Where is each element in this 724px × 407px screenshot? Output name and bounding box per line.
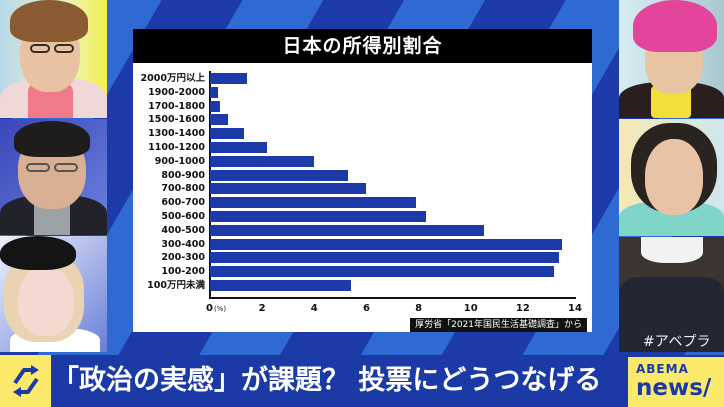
x-tick-label: 4 — [310, 303, 318, 314]
y-axis — [209, 71, 211, 299]
x-tick-label: 12 — [515, 303, 530, 314]
bar-row: 1700-1800 — [148, 100, 221, 112]
bar — [210, 280, 351, 291]
bar-row: 500-600 — [161, 211, 427, 222]
panelist-video-3 — [0, 236, 107, 352]
bar-row: 900-1000 — [155, 155, 315, 167]
x-tick-label: 14 — [568, 303, 582, 314]
bar-row: 300-400 — [161, 238, 562, 250]
bar-row: 1300-1400 — [148, 128, 244, 140]
panelist-video-4 — [619, 0, 724, 118]
category-label: 1700-1800 — [148, 100, 205, 112]
source-note: 厚労省「2021年国民生活基礎調査」から — [410, 318, 587, 332]
bar — [210, 266, 555, 278]
bar — [210, 197, 416, 209]
caption-icon-box — [0, 355, 51, 407]
bar — [210, 114, 229, 126]
panelist-video-6 — [619, 237, 724, 352]
bar — [210, 238, 562, 250]
bar-row: 800-900 — [161, 169, 349, 181]
category-label: 500-600 — [161, 211, 205, 222]
panelist-video-5 — [619, 119, 724, 236]
caption-headline: 「政治の実感」が課題？ 投票にどうつなげる — [52, 365, 602, 396]
bar — [210, 73, 247, 84]
category-label: 100-200 — [161, 266, 205, 278]
bar-row: 1500-1600 — [148, 114, 229, 126]
bar — [210, 211, 427, 222]
category-label: 100万円未満 — [147, 280, 205, 291]
x-axis — [209, 297, 576, 299]
bar-row: 700-800 — [161, 183, 367, 195]
category-label: 1900-2000 — [148, 86, 205, 98]
bar — [210, 252, 560, 264]
abema-news-logo: ABEMA news/ — [628, 357, 724, 407]
left-panelists — [0, 0, 107, 352]
bar-row: 100-200 — [161, 266, 555, 278]
category-label: 400-500 — [161, 224, 205, 236]
category-label: 1100-1200 — [148, 142, 205, 153]
bar — [210, 155, 315, 167]
bar-row: 1900-2000 — [148, 86, 218, 98]
chart-title: 日本の所得別割合 — [133, 29, 592, 63]
category-label: 600-700 — [161, 197, 205, 209]
bar — [210, 100, 221, 112]
right-panelists — [619, 0, 724, 352]
x-unit-label: (%) — [213, 305, 227, 313]
x-tick-label: 8 — [415, 303, 423, 314]
bar — [210, 169, 349, 181]
bar-row: 200-300 — [161, 252, 560, 264]
refresh-cycle-icon — [12, 365, 39, 397]
category-label: 2000万円以上 — [140, 73, 205, 84]
bar-row: 2000万円以上 — [141, 73, 247, 84]
bar — [210, 183, 367, 195]
bar-plot-area: 2000万円以上 1900-2000 1700-1800 1500-1600 1300-… — [141, 71, 589, 314]
category-label: 900-1000 — [154, 155, 205, 167]
logo-abema: ABEMA — [636, 362, 689, 376]
bar — [210, 224, 484, 236]
chart-panel: 日本の所得別割合 2000万円以上 1900-2000 1700-1800 1500-… — [133, 29, 592, 332]
bar — [210, 142, 268, 153]
panelist-video-1 — [0, 0, 107, 118]
logo-news: news/ — [636, 375, 712, 401]
x-tick-label: 2 — [258, 303, 266, 314]
x-tick-label: 0(%) — [206, 303, 227, 314]
bar — [210, 128, 244, 140]
category-label: 200-300 — [161, 252, 205, 264]
bar-row: 600-700 — [161, 197, 416, 209]
category-label: 300-400 — [161, 238, 205, 250]
x-tick-label: 6 — [362, 303, 370, 314]
bar-row: 1100-1200 — [148, 142, 268, 153]
bar — [210, 86, 218, 98]
category-label: 800-900 — [161, 169, 205, 181]
bar-row: 100万円未満 — [147, 280, 351, 291]
category-label: 700-800 — [161, 183, 205, 195]
bar-row: 400-500 — [161, 224, 484, 236]
hashtag-overlay: #アベプラ — [643, 334, 711, 350]
caption-bar: 「政治の実感」が課題？ 投票にどうつなげる ABEMA news/ — [0, 355, 724, 407]
x-tick-label: 10 — [463, 303, 478, 314]
panelist-video-2 — [0, 119, 107, 235]
category-label: 1300-1400 — [148, 128, 205, 140]
category-label: 1500-1600 — [148, 114, 205, 126]
